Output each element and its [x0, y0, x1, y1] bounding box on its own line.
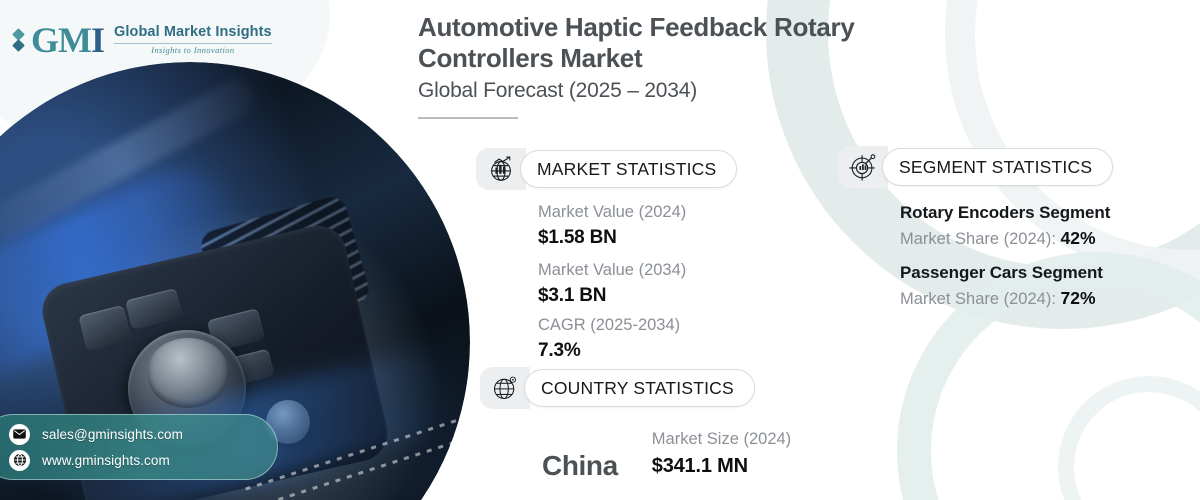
- country-metric-label: Market Size (2024): [651, 430, 792, 448]
- country-statistics-section: COUNTRY STATISTICS China Market Size (20…: [480, 367, 791, 480]
- country-metric-value: $341.1 MN: [651, 454, 748, 477]
- cagr-label: CAGR (2025-2034): [538, 315, 681, 334]
- logo-divider: [114, 42, 272, 44]
- market-statistics-section: MARKET STATISTICS Market Value (2024) $1…: [476, 148, 738, 363]
- envelope-icon: [9, 423, 30, 445]
- target-pie-chart-icon: [838, 146, 888, 188]
- headline-divider: [418, 117, 518, 120]
- segment-2-share-label: Market Share (2024):: [900, 289, 1061, 308]
- market-statistics-body: Market Value (2024) $1.58 BN Market Valu…: [476, 200, 737, 363]
- globe-pin-icon: [480, 367, 530, 409]
- market-statistics-label: MARKET STATISTICS: [520, 150, 738, 188]
- globe-bar-chart-icon: [476, 148, 526, 190]
- headline-block: Automotive Haptic Feedback Rotary Contro…: [418, 12, 938, 120]
- segment-1-share: Market Share (2024): 42%: [900, 226, 1113, 252]
- country-statistics-badge: COUNTRY STATISTICS: [480, 367, 791, 409]
- segment-statistics-body: Rotary Encoders Segment Market Share (20…: [838, 200, 1113, 312]
- market-value-2024-value: $1.58 BN: [538, 226, 617, 248]
- contact-email[interactable]: sales@gminsights.com: [42, 426, 184, 442]
- country-statistics-label: COUNTRY STATISTICS: [524, 369, 755, 407]
- segment-1-share-value: 42%: [1060, 227, 1096, 248]
- contact-website[interactable]: www.gminsights.com: [42, 452, 170, 468]
- logo-mark: GMI: [31, 20, 105, 60]
- cagr-value: 7.3%: [538, 339, 581, 361]
- logo-company-name: Global Market Insights: [114, 24, 272, 41]
- contact-email-row[interactable]: sales@gminsights.com: [9, 423, 277, 445]
- gmi-logo[interactable]: GMI Global Market Insights Insights to I…: [12, 20, 272, 60]
- rotary-knob-top: [148, 338, 228, 408]
- segment-statistics-badge: SEGMENT STATISTICS: [838, 146, 1114, 188]
- segment-statistics-section: SEGMENT STATISTICS Rotary Encoders Segme…: [838, 146, 1114, 312]
- segment-2-share: Market Share (2024): 72%: [900, 286, 1113, 312]
- segment-statistics-label: SEGMENT STATISTICS: [882, 148, 1114, 186]
- page-title: Automotive Haptic Feedback Rotary Contro…: [418, 12, 855, 73]
- logo-tagline: Insights to Innovation: [151, 44, 235, 55]
- market-value-2024-label: Market Value (2024): [538, 203, 687, 221]
- country-name: China: [542, 449, 618, 481]
- segment-1-name: Rotary Encoders Segment: [900, 203, 1111, 222]
- gmi-diamonds-icon: [12, 28, 25, 52]
- market-statistics-badge: MARKET STATISTICS: [476, 148, 738, 190]
- country-metric: Market Size (2024) $341.1 MN: [652, 427, 791, 480]
- contact-pill: sales@gminsights.com www.gminsights.com: [0, 414, 278, 480]
- segment-2-name: Passenger Cars Segment: [900, 263, 1103, 283]
- logo-wordmark: Global Market Insights Insights to Innov…: [112, 24, 272, 55]
- country-statistics-body: China Market Size (2024) $341.1 MN: [480, 427, 791, 480]
- market-value-2034-label: Market Value (2034): [538, 261, 687, 280]
- segment-2-share-value: 72%: [1060, 287, 1096, 308]
- page-subtitle: Global Forecast (2025 – 2034): [418, 79, 698, 103]
- globe-icon: [9, 449, 30, 471]
- arc-bottom-right-inner: [1058, 376, 1200, 500]
- market-value-2034-value: $3.1 BN: [538, 285, 607, 307]
- contact-website-row[interactable]: www.gminsights.com: [9, 449, 277, 471]
- segment-1-share-label: Market Share (2024):: [900, 229, 1061, 248]
